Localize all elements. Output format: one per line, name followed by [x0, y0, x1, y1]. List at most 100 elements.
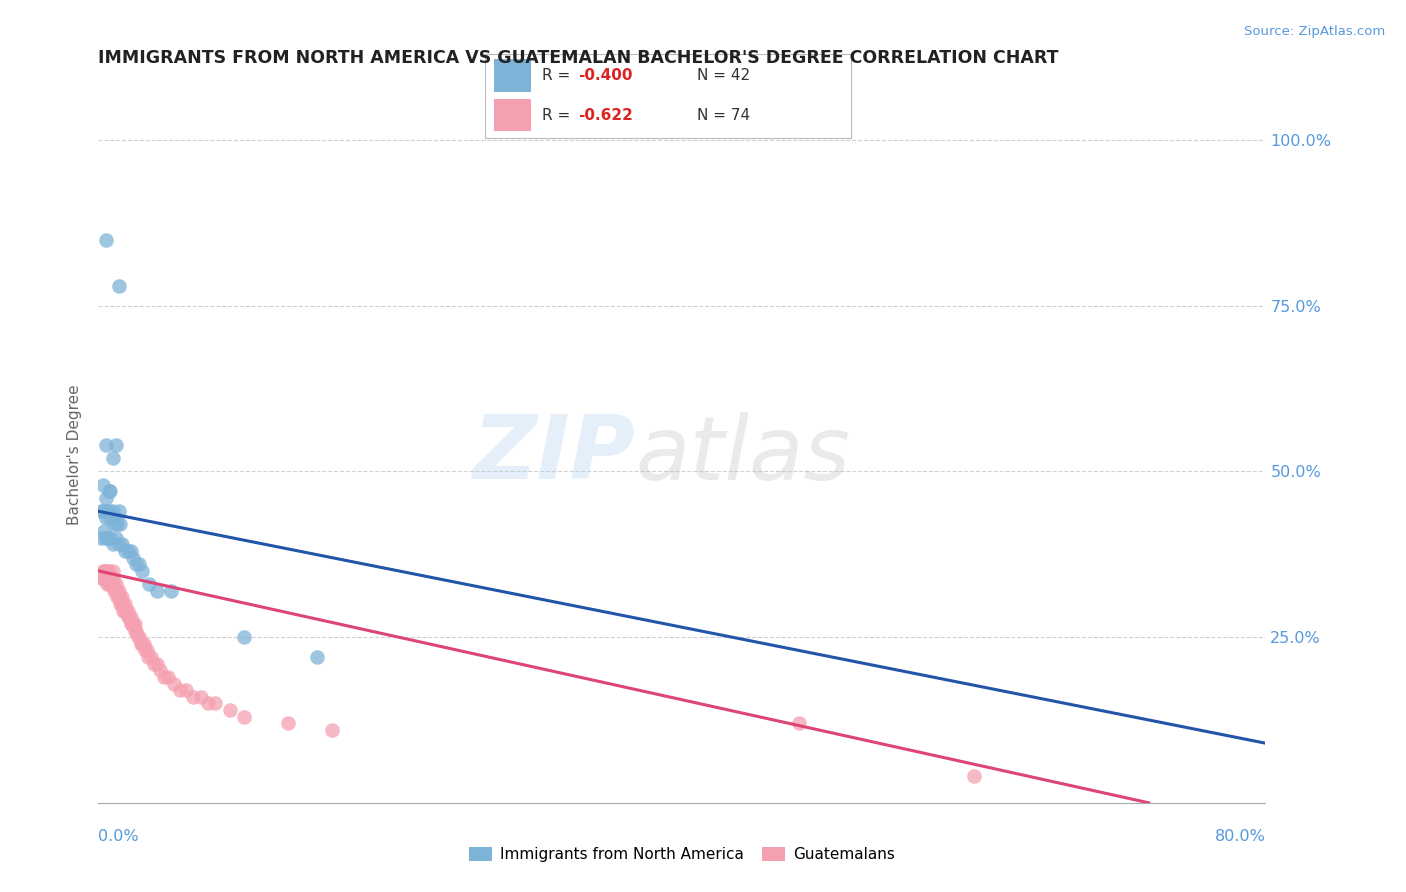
Point	[122, 616, 145, 631]
Point	[97, 570, 120, 584]
Point	[104, 511, 127, 525]
Point	[110, 591, 132, 605]
Point	[163, 676, 186, 690]
Point	[190, 690, 212, 704]
Point	[100, 577, 122, 591]
Text: Source: ZipAtlas.com: Source: ZipAtlas.com	[1244, 25, 1385, 38]
Point	[181, 690, 204, 704]
Text: R =: R =	[541, 68, 575, 83]
Point	[134, 643, 156, 657]
Point	[121, 616, 143, 631]
Point	[97, 577, 120, 591]
Point	[98, 577, 121, 591]
Point	[307, 650, 329, 665]
Point	[787, 716, 810, 731]
Point	[114, 597, 136, 611]
Point	[321, 723, 343, 737]
Point	[101, 577, 124, 591]
Point	[100, 570, 122, 584]
Point	[114, 604, 136, 618]
Text: N = 42: N = 42	[697, 68, 751, 83]
Point	[169, 683, 191, 698]
Point	[104, 577, 127, 591]
Point	[94, 511, 117, 525]
Point	[96, 564, 118, 578]
Point	[94, 531, 117, 545]
Point	[103, 577, 125, 591]
Point	[96, 570, 118, 584]
Text: ZIP: ZIP	[472, 411, 636, 499]
Point	[153, 670, 176, 684]
Point	[277, 716, 299, 731]
Point	[111, 591, 134, 605]
Point	[129, 637, 152, 651]
Point	[94, 233, 117, 247]
Point	[93, 524, 115, 538]
Point	[101, 564, 124, 578]
Point	[160, 583, 183, 598]
Point	[138, 577, 160, 591]
Point	[120, 544, 142, 558]
Point	[120, 616, 142, 631]
Point	[233, 630, 256, 644]
Point	[98, 511, 121, 525]
Point	[118, 610, 141, 624]
Point	[117, 610, 139, 624]
Point	[98, 531, 121, 545]
Point	[136, 650, 159, 665]
Point	[91, 564, 114, 578]
Point	[91, 477, 114, 491]
Point	[108, 537, 131, 551]
Point	[105, 517, 128, 532]
Point	[218, 703, 240, 717]
Point	[103, 583, 125, 598]
Point	[96, 504, 118, 518]
Point	[174, 683, 197, 698]
Point	[233, 709, 256, 723]
Point	[128, 558, 150, 572]
Point	[108, 279, 131, 293]
Point	[93, 570, 115, 584]
Point	[104, 531, 127, 545]
FancyBboxPatch shape	[495, 99, 531, 131]
Point	[101, 537, 124, 551]
Point	[93, 564, 115, 578]
Point	[114, 544, 136, 558]
Point	[108, 583, 131, 598]
Point	[112, 604, 135, 618]
Point	[108, 504, 131, 518]
Point	[101, 570, 124, 584]
Point	[124, 624, 146, 638]
Point	[127, 630, 149, 644]
Point	[98, 484, 121, 499]
Point	[94, 491, 117, 505]
Text: IMMIGRANTS FROM NORTH AMERICA VS GUATEMALAN BACHELOR'S DEGREE CORRELATION CHART: IMMIGRANTS FROM NORTH AMERICA VS GUATEMA…	[98, 49, 1059, 67]
Point	[103, 517, 125, 532]
Point	[90, 531, 112, 545]
Point	[91, 504, 114, 518]
Point	[125, 558, 148, 572]
Point	[117, 544, 139, 558]
Text: -0.622: -0.622	[578, 108, 633, 123]
Point	[104, 583, 127, 598]
Point	[101, 451, 124, 466]
Point	[108, 591, 131, 605]
Point	[124, 616, 146, 631]
Point	[111, 537, 134, 551]
Point	[139, 650, 162, 665]
Point	[96, 531, 118, 545]
Point	[146, 657, 169, 671]
Y-axis label: Bachelor's Degree: Bachelor's Degree	[67, 384, 83, 525]
Point	[105, 583, 128, 598]
Text: R =: R =	[541, 108, 575, 123]
Point	[120, 610, 142, 624]
Point	[135, 643, 157, 657]
Point	[125, 624, 148, 638]
Point	[97, 504, 120, 518]
Point	[90, 504, 112, 518]
Point	[197, 697, 219, 711]
Legend: Immigrants from North America, Guatemalans: Immigrants from North America, Guatemala…	[463, 841, 901, 868]
Point	[112, 597, 135, 611]
Text: N = 74: N = 74	[697, 108, 751, 123]
Point	[146, 583, 169, 598]
